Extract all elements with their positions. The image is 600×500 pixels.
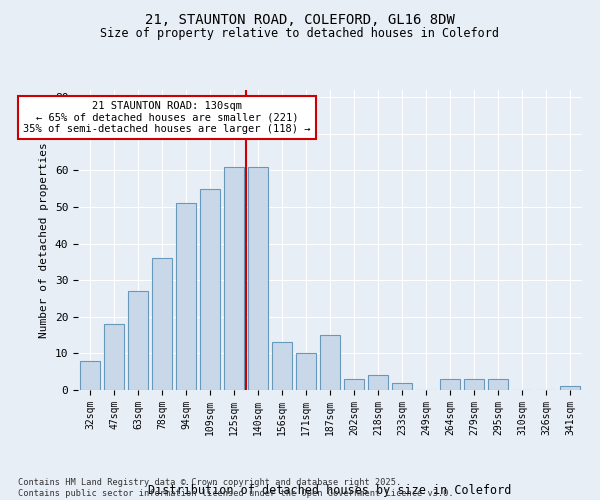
Bar (80, 360, 100, 390)
Bar (224, 167, 244, 390)
Y-axis label: Number of detached properties: Number of detached properties (39, 142, 49, 338)
Bar (176, 204, 196, 390)
Bar (464, 379, 484, 390)
Text: 21, STAUNTON ROAD, COLEFORD, GL16 8DW: 21, STAUNTON ROAD, COLEFORD, GL16 8DW (145, 12, 455, 26)
Bar (200, 189, 220, 390)
Bar (320, 335, 340, 390)
Text: Contains HM Land Registry data © Crown copyright and database right 2025.
Contai: Contains HM Land Registry data © Crown c… (18, 478, 454, 498)
Text: 21 STAUNTON ROAD: 130sqm
← 65% of detached houses are smaller (221)
35% of semi-: 21 STAUNTON ROAD: 130sqm ← 65% of detach… (23, 101, 311, 134)
Text: Size of property relative to detached houses in Coleford: Size of property relative to detached ho… (101, 28, 499, 40)
Bar (560, 386, 580, 390)
Bar (248, 167, 268, 390)
Bar (128, 291, 148, 390)
Bar (392, 382, 412, 390)
Bar (296, 354, 316, 390)
Bar (488, 379, 508, 390)
Bar (368, 376, 388, 390)
Bar (104, 324, 124, 390)
Bar (152, 258, 172, 390)
X-axis label: Distribution of detached houses by size in Coleford: Distribution of detached houses by size … (148, 484, 512, 496)
Bar (440, 379, 460, 390)
Bar (344, 379, 364, 390)
Bar (272, 342, 292, 390)
